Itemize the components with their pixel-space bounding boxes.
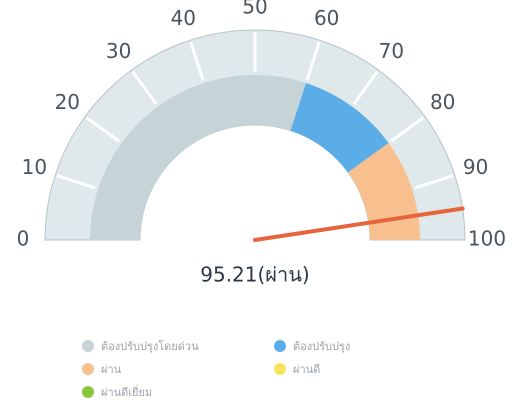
tick-label: 80 (430, 90, 455, 114)
tick-label: 30 (106, 39, 131, 63)
legend-marker (82, 363, 94, 375)
legend-marker (82, 340, 94, 352)
tick-label: 60 (314, 6, 339, 30)
tick-mark (305, 41, 321, 81)
tick-label: 0 (17, 227, 30, 251)
tick-label: 50 (242, 0, 267, 19)
band (90, 75, 306, 240)
tick-label: 20 (55, 90, 80, 114)
tick-mark (189, 41, 205, 81)
tick-label: 40 (171, 6, 196, 30)
tick-label: 100 (468, 227, 506, 251)
tick-mark (390, 116, 425, 143)
tick-label: 70 (379, 39, 404, 63)
legend-marker (82, 386, 94, 398)
tick-mark (414, 174, 454, 190)
tick-mark (85, 116, 120, 143)
legend-label: ผ่านดี (293, 363, 320, 376)
legend-label: ผ่าน (101, 363, 122, 376)
legend-marker (274, 363, 286, 375)
tick-label: 10 (22, 155, 47, 179)
legend-label: ผ่านดีเยี่ยม (101, 384, 152, 399)
tick-label: 90 (463, 155, 488, 179)
band (290, 83, 389, 173)
tick-mark (352, 70, 379, 105)
legend-marker (274, 340, 286, 352)
needle (253, 206, 465, 242)
tick-mark (131, 70, 158, 105)
value-label: 95.21(ผ่าน) (200, 263, 309, 287)
legend-label: ต้องปรับปรุงโดยด่วน (101, 339, 199, 353)
tick-mark (56, 174, 96, 190)
legend-label: ต้องปรับปรุง (293, 340, 350, 353)
